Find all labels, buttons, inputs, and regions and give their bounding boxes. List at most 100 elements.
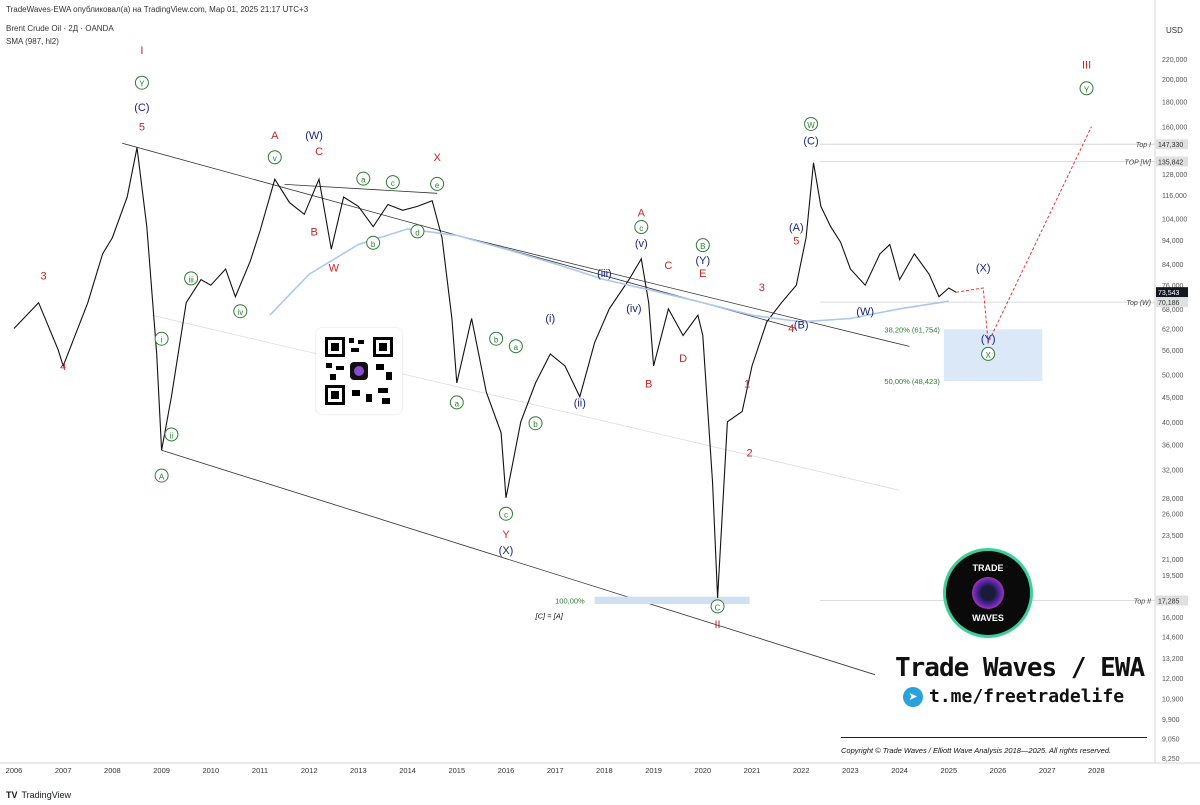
y-tick-label: 36,000	[1162, 442, 1184, 449]
wave-label: 4	[788, 323, 794, 335]
x-tick-label: 2013	[350, 766, 367, 775]
price-tag-box	[1156, 139, 1188, 150]
symbol-title: Brent Crude Oil · 2Д · OANDA	[6, 24, 114, 33]
x-tick-label: 2020	[694, 766, 711, 775]
wave-label-circle	[366, 235, 381, 250]
wave-label-circle	[710, 599, 725, 614]
x-tick-label: 2021	[744, 766, 761, 775]
wave-label: i	[161, 336, 163, 345]
wave-label: 4	[60, 361, 66, 373]
y-tick-label: 10,900	[1162, 697, 1184, 704]
wave-label: (Y)	[981, 334, 996, 346]
wave-label-circle	[981, 346, 996, 361]
y-tick-label: 62,000	[1162, 327, 1184, 334]
price-tag-label: 73,543	[1158, 290, 1180, 297]
y-tick-label: 14,600	[1162, 634, 1184, 641]
price-tag-label: 147,330	[1158, 142, 1183, 149]
projection-path	[956, 126, 1092, 345]
wave-label: (v)	[635, 238, 648, 250]
wave-label-circle	[430, 176, 445, 191]
x-tick-label: 2022	[793, 766, 810, 775]
qr-code-icon	[325, 337, 393, 405]
wave-label: (A)	[789, 222, 804, 234]
y-tick-label: 76,000	[1162, 283, 1184, 290]
x-tick-label: 2014	[399, 766, 416, 775]
x-tick-label: 2028	[1088, 766, 1105, 775]
y-tick-label: 16,000	[1162, 615, 1184, 622]
logo-bottom-text: WAVES	[972, 613, 1004, 623]
y-tick-label: 40,000	[1162, 420, 1184, 427]
wave-label: 3	[40, 271, 46, 283]
wave-label: (Y)	[695, 255, 710, 267]
wave-label-circle	[184, 271, 199, 286]
x-tick-label: 2016	[498, 766, 515, 775]
price-tag-box	[1156, 297, 1188, 308]
y-tick-label: 94,000	[1162, 238, 1184, 245]
x-tick-label: 2010	[202, 766, 219, 775]
telegram-link[interactable]: ➤ t.me/freetradelife	[903, 686, 1124, 707]
price-tag-box	[1156, 287, 1188, 298]
y-tick-label: 68,000	[1162, 307, 1184, 314]
x-tick-label: 2015	[448, 766, 465, 775]
fib-100-label: 100,00%	[555, 596, 585, 605]
brand-title: Trade Waves / EWA	[895, 653, 1145, 683]
wave-label-circle	[804, 116, 819, 131]
wave-label: II	[714, 619, 720, 631]
footer-bar: TV TradingView	[0, 785, 1200, 805]
price-tag-box	[1156, 156, 1188, 167]
wave-label-circle	[695, 238, 710, 253]
wave-label: (C)	[803, 136, 818, 148]
trend-channel-line	[456, 235, 910, 347]
wave-label: C	[715, 603, 721, 612]
wave-label: X	[985, 351, 991, 360]
x-tick-label: 2024	[891, 766, 908, 775]
currency-label: USD	[1166, 26, 1183, 35]
y-tick-label: 13,200	[1162, 656, 1184, 663]
y-tick-label: 21,000	[1162, 557, 1184, 564]
wave-label: (B)	[794, 320, 809, 332]
wave-label-circle	[410, 224, 425, 239]
wave-label: ii	[170, 431, 174, 440]
y-tick-label: 160,000	[1162, 125, 1187, 132]
x-tick-label: 2012	[301, 766, 318, 775]
y-tick-label: 23,500	[1162, 533, 1184, 540]
x-tick-label: 2009	[153, 766, 170, 775]
wave-label: Y	[139, 80, 145, 89]
wave-label: E	[699, 268, 706, 280]
wave-label: C	[664, 260, 672, 272]
wave-label: Y	[1084, 85, 1090, 94]
price-tag-box	[1156, 595, 1188, 606]
y-tick-label: 220,000	[1162, 57, 1187, 64]
indicator-legend[interactable]: SMA (987, hl2)	[6, 37, 59, 46]
x-tick-label: 2006	[6, 766, 23, 775]
wave-label-circle	[134, 75, 149, 90]
price-series-line	[13, 147, 957, 598]
y-tick-label: 104,000	[1162, 216, 1187, 223]
wave-label: W	[807, 121, 815, 130]
y-tick-label: 12,000	[1162, 676, 1184, 683]
wave-label: a	[361, 176, 366, 185]
y-tick-label: 28,000	[1162, 496, 1184, 503]
wave-label: 5	[793, 235, 799, 247]
price-tag-label: 135,842	[1158, 159, 1183, 166]
fib-500-label: 50,00% (48,423)	[884, 377, 940, 386]
y-tick-label: 9,900	[1162, 717, 1180, 724]
wave-label-circle	[164, 427, 179, 442]
y-tick-label: 50,000	[1162, 372, 1184, 379]
x-tick-label: 2019	[645, 766, 662, 775]
wave-label: c	[391, 179, 395, 188]
level-label: TOP [W]	[1125, 159, 1153, 166]
platform-name[interactable]: TradingView	[21, 790, 72, 800]
wave-label-circle	[499, 506, 513, 521]
y-tick-label: 84,000	[1162, 262, 1184, 269]
wave-label: B	[645, 378, 652, 390]
tradingview-logo-icon[interactable]: TV	[6, 790, 18, 800]
wave-label: a	[514, 343, 519, 352]
trend-channel-line	[151, 314, 900, 491]
wave-label-circle	[356, 171, 371, 186]
wave-label: C	[315, 146, 323, 158]
wave-label: B	[310, 226, 317, 238]
x-tick-label: 2026	[990, 766, 1007, 775]
wave-label: v	[273, 154, 277, 163]
